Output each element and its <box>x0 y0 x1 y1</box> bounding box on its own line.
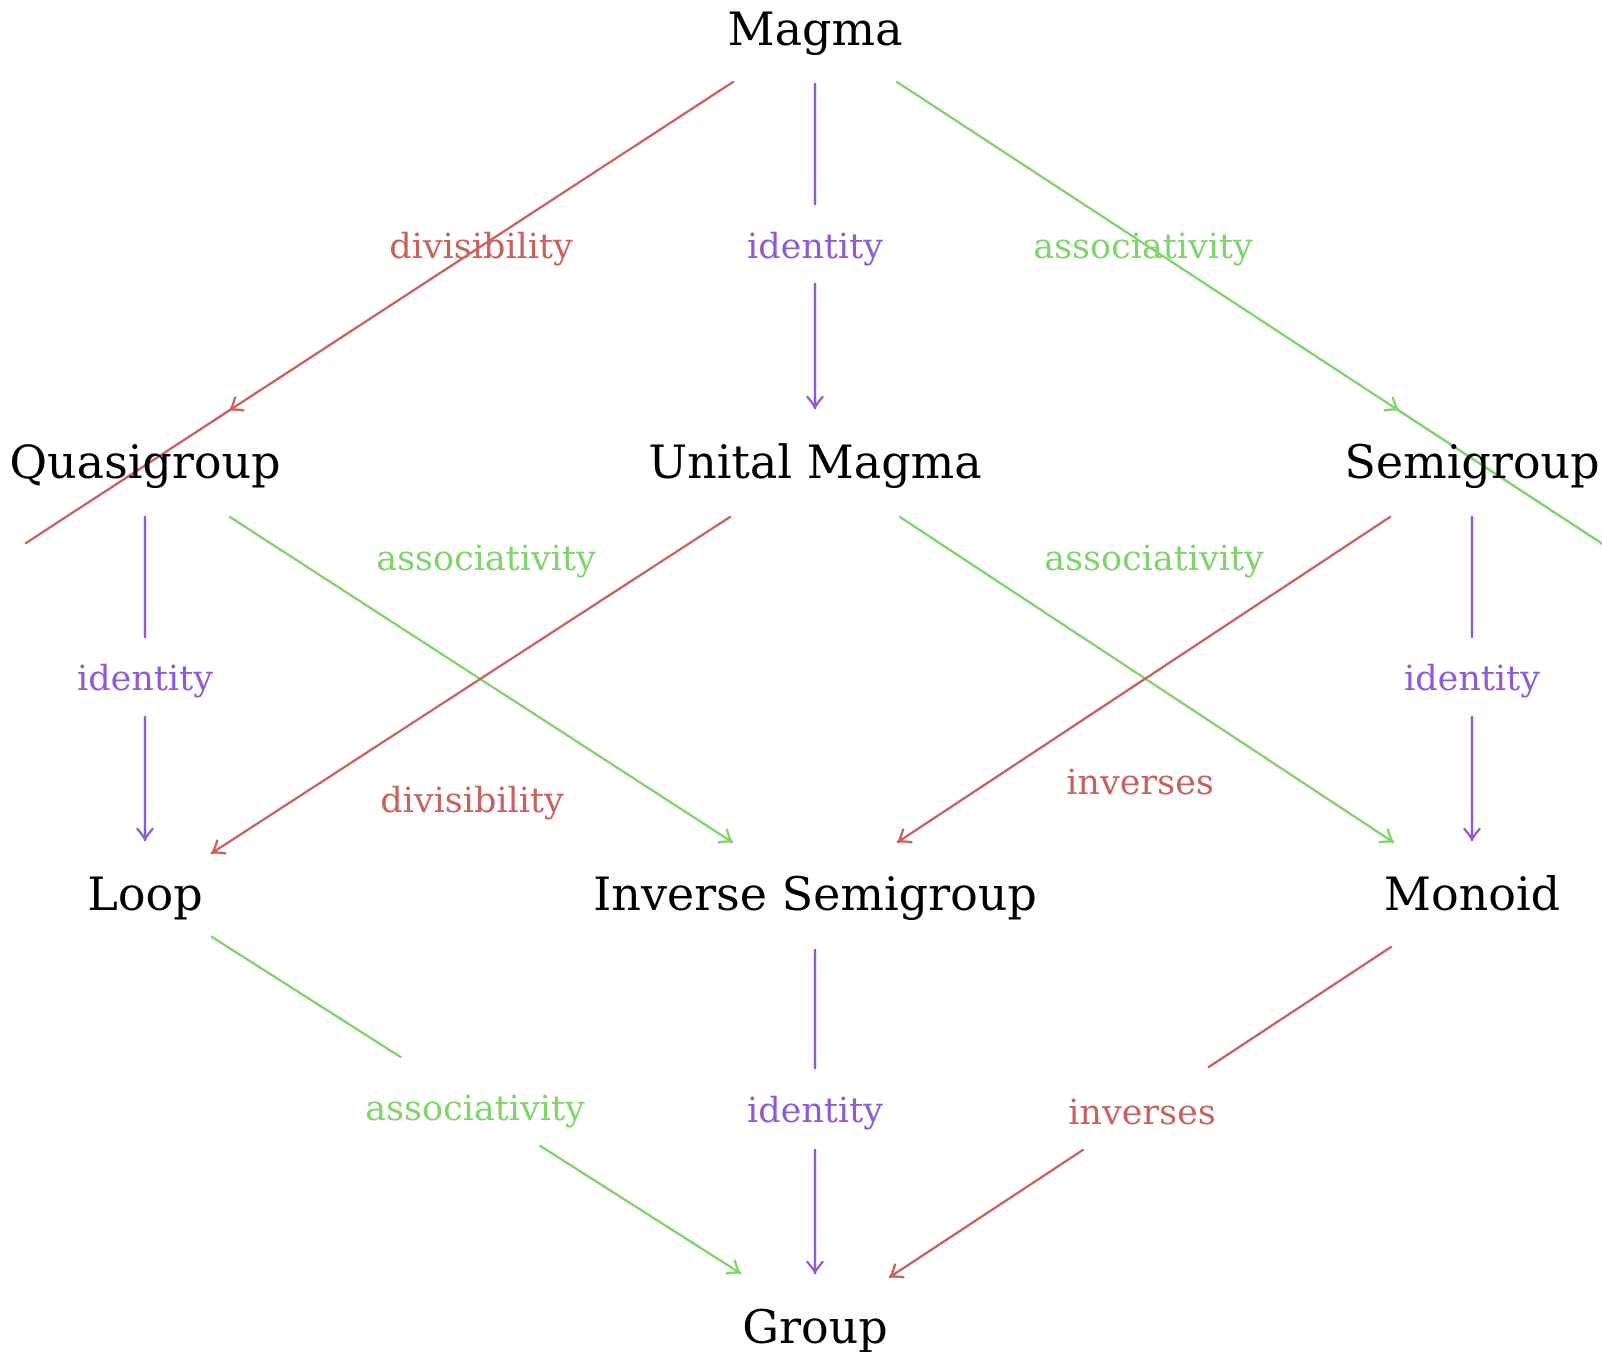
edge-magma-semigroup-line-upper <box>895 80 1602 545</box>
edge-unital-magma-loop-label: divisibility <box>380 781 564 821</box>
edge-monoid-group-line-upper <box>1207 945 1393 1069</box>
edge-magma-quasigroup-line-upper <box>24 80 735 545</box>
edge-inverse-semigroup-group-arrowhead <box>806 1260 824 1275</box>
node-monoid: Monoid <box>1384 867 1560 921</box>
edge-loop-group-line-lower <box>539 1144 742 1275</box>
edge-loop-group-line-upper <box>210 935 402 1059</box>
node-inverse-semigroup: Inverse Semigroup <box>593 867 1037 921</box>
node-quasigroup: Quasigroup <box>9 435 280 489</box>
edge-monoid-group-line-lower <box>888 1148 1085 1279</box>
edge-semigroup-monoid-label: identity <box>1404 659 1540 699</box>
edge-quasigroup-inverse-semigroup-label: associativity <box>376 539 596 579</box>
edge-unital-magma-monoid-label: associativity <box>1044 539 1264 579</box>
edge-loop-group-arrowhead <box>725 1259 742 1275</box>
edge-layer: divisibility identity associativity identit… <box>24 80 1602 1279</box>
edge-quasigroup-loop-label: identity <box>77 659 213 699</box>
edge-semigroup-inverse-semigroup-label: inverses <box>1066 763 1214 803</box>
edge-magma-semigroup-label: associativity <box>1033 227 1253 267</box>
edge-quasigroup-inverse-semigroup-arrowhead <box>717 828 734 844</box>
edge-magma-quasigroup-label: divisibility <box>389 227 573 267</box>
node-loop: Loop <box>87 867 202 921</box>
edge-magma-semigroup-arrowhead <box>1383 396 1400 412</box>
node-magma: Magma <box>727 2 902 56</box>
edge-unital-magma-loop-arrowhead <box>210 839 227 855</box>
edge-inverse-semigroup-group-label: identity <box>747 1091 883 1131</box>
node-unital-magma: Unital Magma <box>648 435 981 489</box>
edge-semigroup-inverse-semigroup-line <box>896 515 1392 844</box>
edge-semigroup-inverse-semigroup-arrowhead <box>896 828 913 844</box>
edge-loop-group-label: associativity <box>365 1089 585 1129</box>
edge-quasigroup-loop-arrowhead <box>136 827 154 842</box>
edge-monoid-group-label: inverses <box>1068 1093 1216 1133</box>
edge-magma-quasigroup-line-lower <box>211 408 232 423</box>
edge-magma-unital-magma-arrowhead <box>806 395 824 410</box>
edge-unital-magma-monoid-arrowhead <box>1378 828 1395 844</box>
edge-magma-semigroup-line-lower <box>1396 408 1602 545</box>
node-semigroup: Semigroup <box>1344 435 1599 489</box>
node-layer: Magma Quasigroup Unital Magma Semigroup … <box>9 2 1599 1352</box>
edge-semigroup-monoid-arrowhead <box>1463 827 1481 842</box>
edge-unital-magma-monoid-line <box>898 515 1395 844</box>
edge-magma-quasigroup-arrowhead <box>228 396 245 412</box>
edge-magma-unital-magma-label: identity <box>747 227 883 267</box>
node-group: Group <box>742 1300 888 1352</box>
edge-monoid-group-arrowhead <box>888 1263 905 1279</box>
edge-unital-magma-loop-line <box>210 515 732 855</box>
